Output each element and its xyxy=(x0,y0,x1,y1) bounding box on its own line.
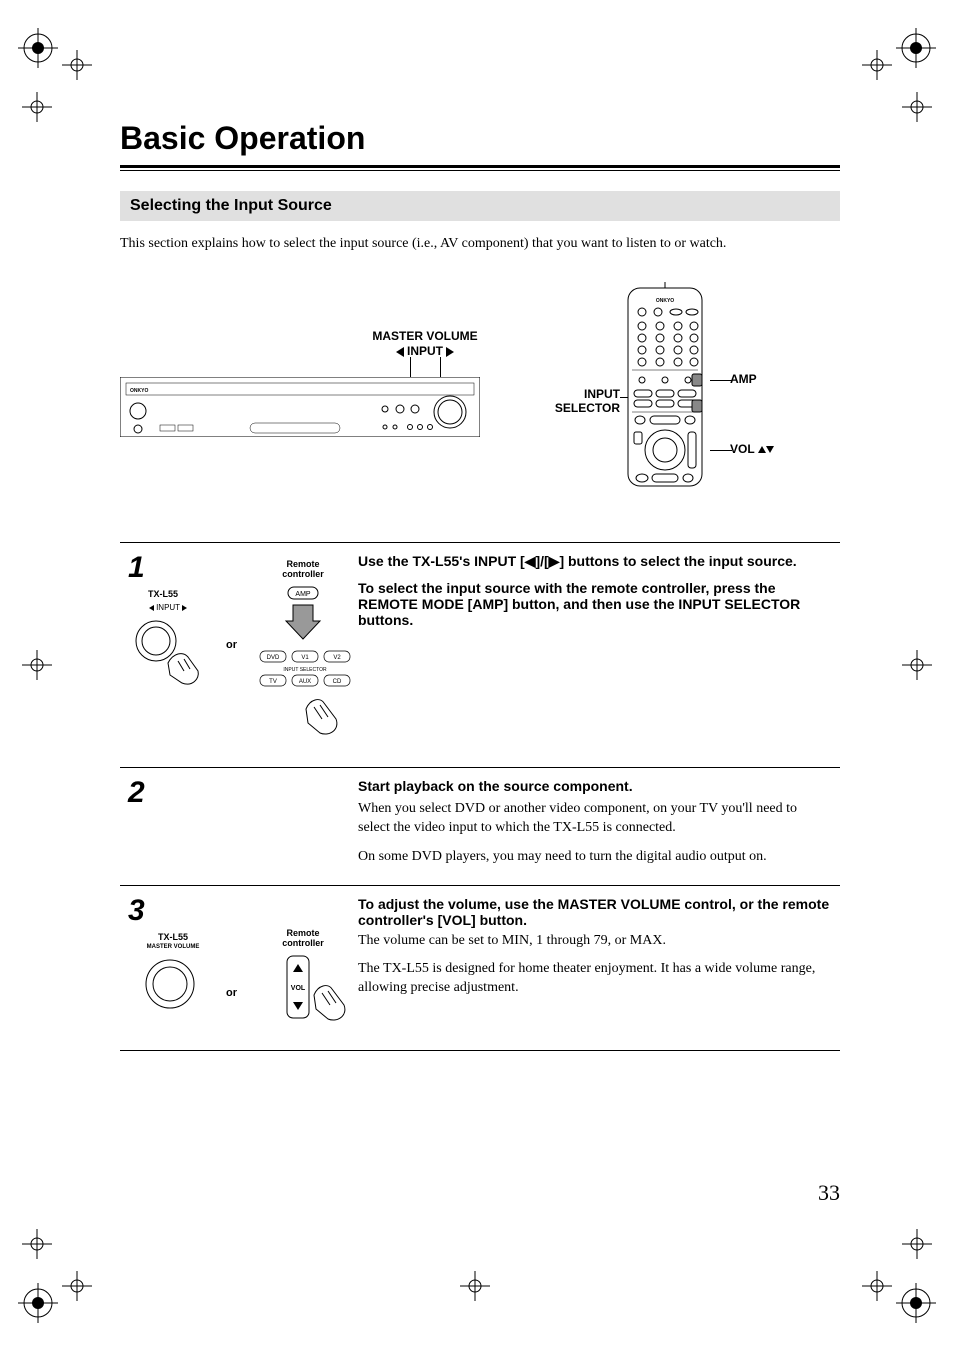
step-2-right: Start playback on the source component. … xyxy=(350,768,840,885)
step-1-left: 1 TX-L55 INPUT or xyxy=(120,543,350,767)
section-heading: Selecting the Input Source xyxy=(120,191,840,221)
step-3-right: To adjust the volume, use the MASTER VOL… xyxy=(350,886,840,1050)
leader-line xyxy=(710,450,732,451)
step-2-heading: Start playback on the source component. xyxy=(358,778,633,794)
remote-controller-label: Remote controller xyxy=(268,928,338,948)
amp-label: AMP xyxy=(730,372,780,386)
steps-table: 1 TX-L55 INPUT or xyxy=(120,542,840,1051)
step-number: 3 xyxy=(128,896,342,926)
txl55-label: TX-L55 xyxy=(138,932,208,942)
svg-text:VOL: VOL xyxy=(291,985,306,992)
step-2-p2: On some DVD players, you may need to tur… xyxy=(358,848,832,867)
title-rule-thin xyxy=(120,170,840,171)
crop-mark xyxy=(62,1271,92,1301)
page-content: Basic Operation Selecting the Input Sour… xyxy=(120,120,840,1051)
triangle-left-icon xyxy=(149,605,154,611)
master-volume-mini-label: MASTER VOLUME xyxy=(130,944,216,950)
crop-mark xyxy=(862,50,892,80)
receiver-illustration: ONKYO xyxy=(120,377,480,437)
crop-mark xyxy=(22,92,52,122)
crop-mark-bottom-center xyxy=(460,1271,490,1301)
vol-label: VOL xyxy=(730,442,800,456)
leader-line xyxy=(440,357,441,379)
input-selector-label: INPUT SELECTOR xyxy=(530,387,620,415)
step-3-heading: To adjust the volume, use the MASTER VOL… xyxy=(358,896,832,928)
step-1-diagram: TX-L55 INPUT or Remote controlle xyxy=(128,589,342,749)
crop-mark-side xyxy=(22,650,52,680)
title-rule-thick xyxy=(120,165,840,168)
svg-text:ONKYO: ONKYO xyxy=(656,298,674,304)
svg-text:AUX: AUX xyxy=(299,679,311,685)
registration-mark-bottom-left xyxy=(18,1283,58,1323)
vol-label-text: VOL xyxy=(730,442,754,456)
triangle-right-icon xyxy=(446,347,454,357)
master-volume-label: MASTER VOLUME xyxy=(360,329,490,343)
svg-text:DVD: DVD xyxy=(267,655,280,661)
step-row-2: 2 Start playback on the source component… xyxy=(120,767,840,885)
mini-input-label: INPUT xyxy=(128,603,208,612)
step-row-1: 1 TX-L55 INPUT or xyxy=(120,543,840,767)
step-3-diagram: TX-L55 MASTER VOLUME or Remote controlle… xyxy=(128,932,342,1032)
hand-icon xyxy=(306,977,361,1032)
leader-line xyxy=(410,357,411,379)
svg-text:ONKYO: ONKYO xyxy=(130,388,148,394)
svg-text:CD: CD xyxy=(333,679,342,685)
leader-line xyxy=(710,380,732,381)
crop-mark xyxy=(22,1229,52,1259)
remote-controller-label: Remote controller xyxy=(268,559,338,579)
txl55-label: TX-L55 xyxy=(128,589,198,599)
triangle-right-icon xyxy=(182,605,187,611)
step-row-3: 3 TX-L55 MASTER VOLUME or Remote control… xyxy=(120,885,840,1050)
knob-hand-icon xyxy=(128,613,218,703)
step-3-p2: The TX-L55 is designed for home theater … xyxy=(358,960,832,998)
remote-illustration: ONKYO xyxy=(620,282,710,492)
step-number: 2 xyxy=(128,778,342,808)
svg-text:V2: V2 xyxy=(333,655,341,661)
hand-icon xyxy=(296,689,356,744)
svg-text:TV: TV xyxy=(269,679,277,685)
knob-icon xyxy=(140,954,210,1024)
step-1-para-bold: To select the input source with the remo… xyxy=(358,580,832,628)
crop-mark xyxy=(902,1229,932,1259)
input-label-text: INPUT xyxy=(407,344,443,358)
registration-mark-top-right xyxy=(896,28,936,68)
svg-text:AMP: AMP xyxy=(295,591,311,598)
step-3-left: 3 TX-L55 MASTER VOLUME or Remote control… xyxy=(120,886,350,1050)
amp-button-arrow-icon: AMP xyxy=(278,585,328,645)
or-label: or xyxy=(226,987,237,999)
registration-mark-bottom-right xyxy=(896,1283,936,1323)
step-1-heading: Use the TX-L55's INPUT [◀]/[▶] buttons t… xyxy=(358,553,832,570)
step-2-left: 2 xyxy=(120,768,350,885)
intro-text: This section explains how to select the … xyxy=(120,235,840,254)
crop-mark-side xyxy=(902,650,932,680)
page-number: 33 xyxy=(818,1180,840,1206)
or-label: or xyxy=(226,639,237,651)
step-3-p1: The volume can be set to MIN, 1 through … xyxy=(358,932,832,951)
svg-text:INPUT SELECTOR: INPUT SELECTOR xyxy=(283,667,327,673)
overview-figure: MASTER VOLUME INPUT ONKYO xyxy=(120,282,840,512)
input-label: INPUT xyxy=(360,344,490,358)
crop-mark xyxy=(902,92,932,122)
step-2-p1: When you select DVD or another video com… xyxy=(358,800,832,838)
triangle-up-icon xyxy=(758,446,766,453)
step-1-right: Use the TX-L55's INPUT [◀]/[▶] buttons t… xyxy=(350,543,840,767)
page-title: Basic Operation xyxy=(120,120,840,157)
svg-text:V1: V1 xyxy=(301,655,309,661)
crop-mark xyxy=(62,50,92,80)
crop-mark xyxy=(862,1271,892,1301)
triangle-left-icon xyxy=(396,347,404,357)
triangle-down-icon xyxy=(766,446,774,453)
registration-mark-top-left xyxy=(18,28,58,68)
